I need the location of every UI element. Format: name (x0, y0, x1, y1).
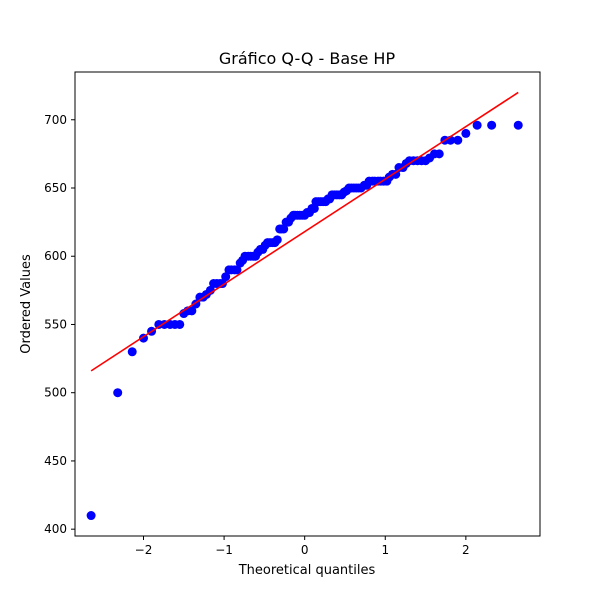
y-tick-label: 700 (44, 113, 67, 127)
fit-line (90, 91, 519, 372)
data-point (232, 265, 242, 275)
y-axis: 400 450 500 550 600 650 700 (44, 113, 75, 536)
x-axis-label: Theoretical quantiles (238, 563, 376, 578)
data-point (472, 120, 482, 130)
data-point (272, 235, 282, 245)
data-point (187, 306, 197, 316)
y-tick-label: 450 (44, 454, 67, 468)
data-point (279, 224, 289, 234)
x-tick-label: 1 (381, 543, 389, 557)
data-point (86, 511, 96, 521)
data-point (127, 347, 137, 357)
y-tick-label: 650 (44, 181, 67, 195)
x-tick-label: 0 (301, 543, 309, 557)
y-axis-label: Ordered Values (19, 254, 34, 354)
x-tick-label: 2 (462, 543, 470, 557)
x-tick-label: −2 (135, 543, 153, 557)
data-point (513, 120, 523, 130)
chart-title: Gráfico Q-Q - Base HP (219, 49, 396, 68)
y-tick-label: 500 (44, 386, 67, 400)
data-point (434, 149, 444, 159)
plot-area (86, 91, 523, 521)
x-tick-label: −1 (215, 543, 233, 557)
data-point (175, 319, 185, 329)
data-point (453, 135, 463, 145)
plot-frame (74, 71, 541, 537)
data-point (221, 272, 231, 282)
y-tick-label: 550 (44, 317, 67, 331)
y-tick-label: 400 (44, 522, 67, 536)
y-tick-label: 600 (44, 249, 67, 263)
data-point (391, 169, 401, 179)
x-axis: −2 −1 0 1 2 (135, 536, 470, 557)
data-point (487, 120, 497, 130)
data-point (309, 203, 319, 213)
data-point (113, 388, 123, 398)
data-point (461, 128, 471, 138)
